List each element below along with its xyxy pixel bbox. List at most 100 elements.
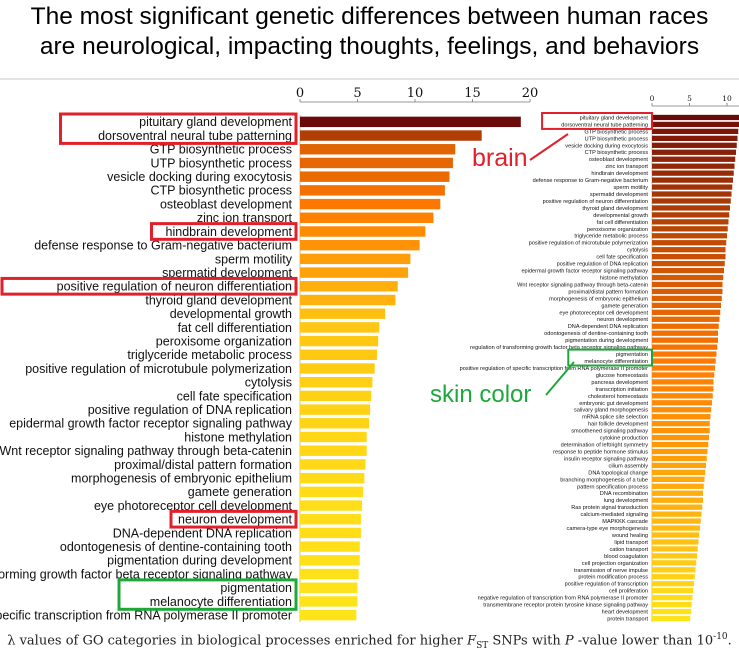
category-label: blood coagulation bbox=[604, 554, 648, 560]
bar bbox=[652, 295, 722, 302]
category-label: vesicle docking during exocytosis bbox=[107, 170, 292, 184]
bar bbox=[300, 212, 434, 223]
bar bbox=[300, 130, 482, 141]
category-label: MAPKKK cascade bbox=[602, 519, 648, 525]
category-label: GTP biosynthetic process bbox=[584, 129, 648, 135]
bar bbox=[652, 184, 733, 190]
category-label: positive regulation of neuron differenti… bbox=[543, 199, 648, 205]
bar bbox=[652, 128, 739, 135]
category-label: neuron development bbox=[597, 317, 648, 323]
category-label: cell fate specification bbox=[596, 255, 648, 261]
category-label: osteoblast development bbox=[160, 197, 293, 211]
category-label: cell projection organization bbox=[582, 561, 648, 567]
category-label: wound healing bbox=[611, 533, 648, 539]
category-label: triglyceride metabolic process bbox=[127, 348, 292, 362]
x-tick-label: 0 bbox=[650, 94, 655, 103]
bar bbox=[652, 260, 725, 267]
bar bbox=[300, 281, 398, 292]
bar bbox=[652, 455, 707, 462]
category-label: positive regulation of DNA replication bbox=[88, 403, 292, 417]
category-label: fat cell differentiation bbox=[597, 220, 648, 226]
category-label: lipid transport bbox=[614, 540, 648, 546]
category-label: proximal/distal pattern formation bbox=[114, 458, 292, 472]
highlight-box-red bbox=[150, 222, 298, 241]
x-tick-label: 10 bbox=[407, 86, 424, 101]
category-label: positive regulation of transcription bbox=[565, 582, 648, 588]
category-label: odontogenesis of dentine-containing toot… bbox=[60, 540, 292, 554]
bar bbox=[652, 274, 724, 281]
category-label: triglyceride metabolic process bbox=[574, 234, 648, 240]
highlight-box-green bbox=[117, 578, 298, 611]
category-label: melanocyte differentiation bbox=[150, 595, 292, 609]
category-label: Ras protein signal transduction bbox=[571, 505, 648, 511]
bar bbox=[300, 308, 386, 319]
caption-end: . bbox=[727, 633, 732, 649]
bar bbox=[652, 191, 732, 197]
category-label: cilium assembly bbox=[609, 463, 649, 469]
bar bbox=[300, 527, 361, 539]
category-label: DNA-dependent DNA replication bbox=[568, 324, 648, 330]
category-label: transmission of nerve impulse bbox=[574, 568, 648, 574]
x-tick-label: 15 bbox=[464, 86, 481, 101]
category-label: Wnt receptor signaling pathway through b… bbox=[0, 444, 292, 458]
bar bbox=[300, 335, 379, 347]
annotations: brain skin color bbox=[430, 133, 575, 408]
category-label: mRNA splice site selection bbox=[582, 415, 648, 421]
x-tick-label: 0 bbox=[296, 86, 304, 101]
category-label: epidermal growth factor receptor signali… bbox=[9, 417, 293, 431]
category-label: pancreas development bbox=[591, 380, 648, 386]
category-label: pigmentation during development bbox=[107, 554, 292, 568]
category-label: thyroid gland development bbox=[145, 293, 292, 307]
category-label: gamete generation bbox=[601, 303, 648, 309]
bar bbox=[652, 135, 738, 142]
bar bbox=[300, 459, 366, 470]
caption-exp: -10 bbox=[713, 632, 728, 642]
bar bbox=[652, 560, 697, 566]
bar bbox=[652, 469, 706, 476]
category-label: spermatid development bbox=[590, 192, 649, 198]
bar bbox=[652, 574, 695, 580]
bar bbox=[652, 121, 739, 128]
bar bbox=[652, 288, 723, 295]
bar bbox=[652, 615, 691, 622]
bar bbox=[652, 511, 702, 517]
category-label: peroxisome organization bbox=[587, 227, 648, 233]
category-label: positive regulation of neuron differenti… bbox=[57, 280, 292, 294]
bar bbox=[652, 567, 696, 573]
category-label: Wnt receptor signaling pathway through b… bbox=[517, 282, 648, 288]
category-label: thyroid gland development bbox=[582, 206, 648, 212]
category-label: zinc ion transport bbox=[605, 164, 648, 170]
bar bbox=[652, 476, 705, 482]
bar bbox=[652, 400, 712, 406]
bar bbox=[652, 309, 721, 315]
bar bbox=[300, 349, 378, 361]
category-label: sperm motility bbox=[215, 252, 293, 266]
category-label: pituitary gland development bbox=[580, 115, 649, 121]
bar bbox=[300, 500, 363, 511]
bar bbox=[300, 404, 371, 415]
category-label: dorsoventral neural tube patterning bbox=[98, 129, 292, 143]
highlight-box-green bbox=[567, 348, 654, 367]
bar bbox=[300, 514, 361, 525]
bar bbox=[300, 226, 426, 237]
category-label: glucose homeostasis bbox=[596, 373, 648, 379]
skin-color-connector bbox=[545, 361, 575, 396]
bar bbox=[652, 142, 737, 148]
bar bbox=[652, 344, 718, 350]
category-label: protein transport bbox=[607, 616, 648, 622]
bar bbox=[652, 226, 728, 232]
category-label: pituitary gland development bbox=[139, 115, 292, 129]
category-label: salivary gland morphogenesis bbox=[574, 408, 648, 414]
bar bbox=[300, 267, 409, 278]
bar bbox=[652, 219, 729, 225]
skin-color-annotation: skin color bbox=[430, 381, 531, 408]
bar bbox=[652, 608, 691, 615]
bar bbox=[652, 240, 727, 246]
category-label: morphogenesis of embryonic epithelium bbox=[71, 471, 292, 485]
category-label: pigmentation bbox=[616, 352, 648, 358]
category-label: pigmentation during development bbox=[565, 338, 648, 344]
category-label: negative regulation of transcription fro… bbox=[478, 596, 649, 602]
category-label: morphogenesis of embryonic epithelium bbox=[549, 296, 648, 302]
bar bbox=[652, 330, 718, 336]
bar bbox=[300, 376, 373, 388]
